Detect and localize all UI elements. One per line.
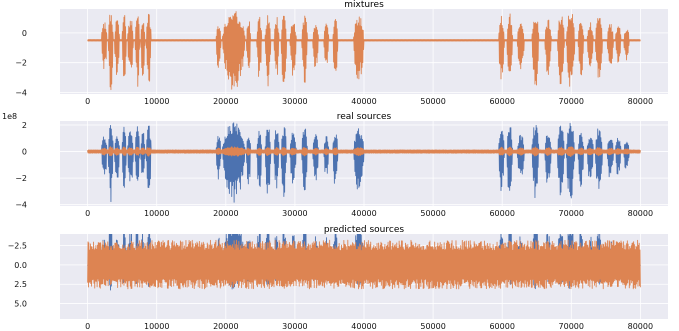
x-tick-label: 50000: [420, 209, 445, 218]
subplot-mixtures: mixtures 0 10000 20000 30000 40000 50000 60000 7…: [15, 0, 668, 106]
y-tick-label: −2: [15, 174, 27, 183]
series-group: [87, 122, 641, 203]
y-tick-label: 5.0: [14, 300, 27, 309]
x-tick-label: 60000: [489, 97, 514, 106]
x-tick-label: 0: [85, 322, 90, 331]
series-orange-waveform: [87, 239, 641, 290]
x-tick-label: 50000: [420, 97, 445, 106]
x-tick-label: 20000: [213, 209, 238, 218]
y-tick-label: 2: [22, 121, 27, 130]
x-tick-label: 10000: [144, 97, 169, 106]
series-group: [87, 11, 641, 91]
x-tick-label: 20000: [213, 97, 238, 106]
y-tick-label: −2.5: [8, 242, 27, 251]
x-tick-label: 40000: [351, 322, 376, 331]
y-tick-label: −4: [15, 89, 27, 98]
series-orange-waveform: [87, 11, 641, 91]
x-tick-label: 30000: [282, 209, 307, 218]
y-tick-label: 0.0: [14, 261, 27, 270]
y-tick-label: −2: [15, 59, 27, 68]
x-tick-label: 70000: [559, 322, 584, 331]
x-tick-label: 70000: [559, 97, 584, 106]
x-tick-label: 10000: [144, 322, 169, 331]
series-group: [87, 234, 641, 291]
x-tick-label: 80000: [628, 322, 653, 331]
y-tick-label: 0: [22, 148, 27, 157]
x-tick-label: 30000: [282, 322, 307, 331]
x-tick-label: 10000: [144, 209, 169, 218]
subplot-title: predicted sources: [324, 225, 404, 235]
x-tick-label: 20000: [213, 322, 238, 331]
x-tick-label: 60000: [489, 209, 514, 218]
y-tick-label: −4: [15, 201, 27, 210]
x-tick-label: 80000: [628, 209, 653, 218]
series-orange-waveform: [87, 146, 641, 157]
x-tick-label: 40000: [351, 97, 376, 106]
y-axis-offset: 1e8: [2, 112, 17, 121]
y-tick-label: 0: [22, 29, 27, 38]
y-tick-label: 2.5: [14, 280, 27, 289]
x-tick-label: 40000: [351, 209, 376, 218]
x-tick-label: 70000: [559, 209, 584, 218]
x-tick-label: 50000: [420, 322, 445, 331]
subplot-predicted-sources: predicted sources 0 10000 20000 30000 40000 50…: [8, 225, 668, 331]
subplot-real-sources: real sources 0 10000 20000 30000 40000 50000 60…: [2, 112, 668, 218]
x-tick-label: 30000: [282, 97, 307, 106]
x-tick-label: 60000: [489, 322, 514, 331]
x-tick-label: 0: [85, 97, 90, 106]
x-tick-label: 80000: [628, 97, 653, 106]
subplot-title: mixtures: [344, 0, 384, 10]
x-tick-label: 0: [85, 209, 90, 218]
subplot-title: real sources: [337, 112, 392, 122]
